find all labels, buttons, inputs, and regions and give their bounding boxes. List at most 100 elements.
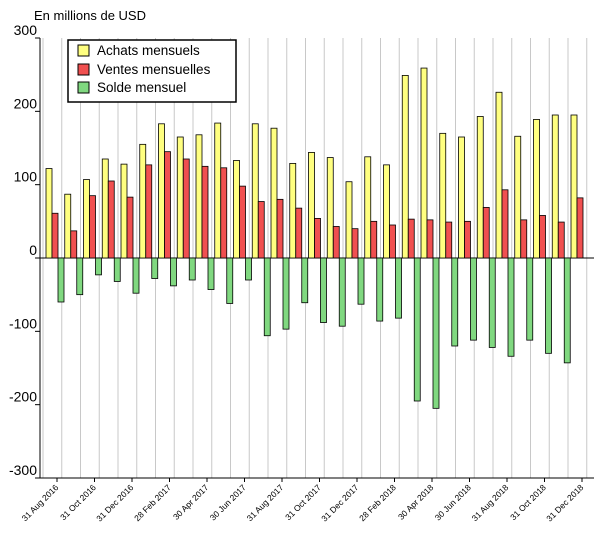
- bar-series-2-7: [188, 257, 196, 281]
- bar-series-1-6: [164, 151, 171, 259]
- bar-series-1-18: [389, 224, 396, 259]
- bar-series-2-12: [282, 257, 290, 330]
- bar-series-1-16: [351, 228, 359, 259]
- bar-series-0-11: [251, 123, 259, 259]
- bar-series-2-3: [113, 257, 121, 282]
- bar-series-1-7: [182, 158, 190, 259]
- x-tick-label: 31 Aug 2018: [470, 482, 511, 523]
- bar-series-1-15: [332, 226, 340, 259]
- bar-series-2-19: [413, 257, 421, 402]
- bar-series-1-10: [239, 185, 246, 259]
- x-tick-label: 31 Aug 2016: [20, 482, 61, 523]
- bar-series-0-24: [495, 91, 503, 259]
- bar-series-2-23: [488, 257, 496, 348]
- bar-series-1-13: [295, 207, 303, 259]
- y-tick-label: 100: [14, 169, 38, 185]
- legend-label-achats: Achats mensuels: [97, 43, 200, 58]
- bar-series-0-25: [514, 135, 522, 259]
- bar-series-0-2: [83, 179, 90, 259]
- x-tick-label: 31 Aug 2017: [245, 482, 286, 523]
- bar-series-2-25: [526, 257, 534, 341]
- bar-series-2-26: [545, 257, 552, 354]
- legend-swatch-ventes: [77, 63, 90, 76]
- bar-series-1-24: [501, 189, 509, 259]
- bar-series-0-1: [64, 193, 72, 259]
- bar-series-1-20: [426, 219, 434, 259]
- bar-series-0-4: [120, 163, 128, 259]
- x-tick-label: 30 Apr 2017: [171, 482, 211, 522]
- bar-series-0-14: [308, 151, 315, 259]
- x-tick-label: 30 Jun 2018: [433, 482, 473, 522]
- bar-series-1-12: [276, 198, 284, 259]
- bar-series-1-22: [464, 220, 471, 259]
- bar-series-1-9: [220, 167, 228, 259]
- bar-series-0-27: [551, 114, 559, 259]
- bar-series-0-16: [345, 181, 353, 259]
- bar-series-1-3: [107, 180, 115, 259]
- bar-series-0-15: [326, 157, 334, 259]
- bar-series-0-19: [401, 75, 409, 259]
- x-tick-label: 30 Apr 2018: [396, 482, 436, 522]
- bar-series-1-21: [445, 221, 453, 259]
- bar-series-1-8: [201, 165, 209, 259]
- bar-series-0-12: [270, 127, 278, 259]
- bar-series-1-23: [482, 206, 490, 259]
- bar-series-2-9: [226, 257, 234, 304]
- bar-series-2-24: [507, 257, 515, 357]
- bar-series-0-22: [458, 136, 465, 259]
- y-tick-label: -100: [9, 315, 37, 331]
- bar-series-1-26: [539, 215, 546, 259]
- bar-series-0-26: [533, 119, 540, 259]
- bar-series-1-17: [370, 220, 378, 259]
- bar-series-2-17: [376, 257, 384, 322]
- x-tick-label: 31 Dec 2018: [544, 482, 585, 523]
- y-ticks: 300 200 100 0 -100 -200 -300: [9, 22, 40, 479]
- bar-series-2-6: [170, 257, 177, 287]
- bar-series-0-9: [214, 122, 222, 259]
- legend-label-ventes: Ventes mensuelles: [97, 62, 211, 77]
- bar-series-2-2: [95, 257, 102, 276]
- bar-series-0-18: [383, 164, 390, 259]
- bar-series-1-28: [576, 197, 584, 259]
- y-tick-label: -200: [9, 389, 37, 405]
- bar-series-2-13: [301, 257, 309, 304]
- bar-series-1-0: [51, 212, 59, 259]
- bar-series-2-4: [132, 257, 140, 294]
- y-tick-label: -300: [9, 462, 37, 478]
- bar-series-1-27: [557, 221, 565, 259]
- bar-series-2-8: [207, 257, 215, 290]
- y-tick-label: 200: [14, 95, 38, 111]
- bar-series-2-10: [245, 257, 252, 281]
- y-tick-label: 300: [14, 22, 38, 38]
- bar-series-2-18: [395, 257, 402, 319]
- bar-series-2-11: [263, 257, 271, 337]
- bar-series-1-5: [145, 164, 153, 259]
- bar-series-0-17: [364, 156, 372, 259]
- y-tick-label: 0: [29, 242, 37, 258]
- x-tick-label: 28 Feb 2017: [132, 482, 173, 523]
- bar-series-1-4: [126, 196, 134, 259]
- bar-series-1-1: [70, 230, 78, 259]
- legend-swatch-achats: [77, 44, 90, 57]
- bar-series-0-3: [101, 158, 109, 259]
- bar-series-0-13: [289, 162, 297, 259]
- legend-box: [67, 39, 237, 103]
- bar-series-2-27: [563, 257, 571, 364]
- bar-series-1-11: [257, 201, 265, 259]
- bars: [45, 67, 584, 409]
- legend-swatch-solde: [77, 81, 90, 94]
- bar-series-2-15: [338, 257, 346, 327]
- bar-series-0-0: [45, 168, 53, 259]
- bar-series-0-5: [139, 143, 147, 259]
- bar-series-0-23: [476, 116, 484, 259]
- y-axis-label: En millions de USD: [34, 8, 146, 23]
- bar-series-2-1: [76, 257, 84, 296]
- legend-label-solde: Solde mensuel: [97, 80, 186, 95]
- bar-series-2-16: [357, 257, 365, 305]
- x-tick-label: 31 Dec 2017: [319, 482, 360, 523]
- bar-series-0-8: [195, 134, 203, 259]
- bar-series-2-20: [432, 257, 440, 409]
- bar-series-2-0: [57, 257, 65, 303]
